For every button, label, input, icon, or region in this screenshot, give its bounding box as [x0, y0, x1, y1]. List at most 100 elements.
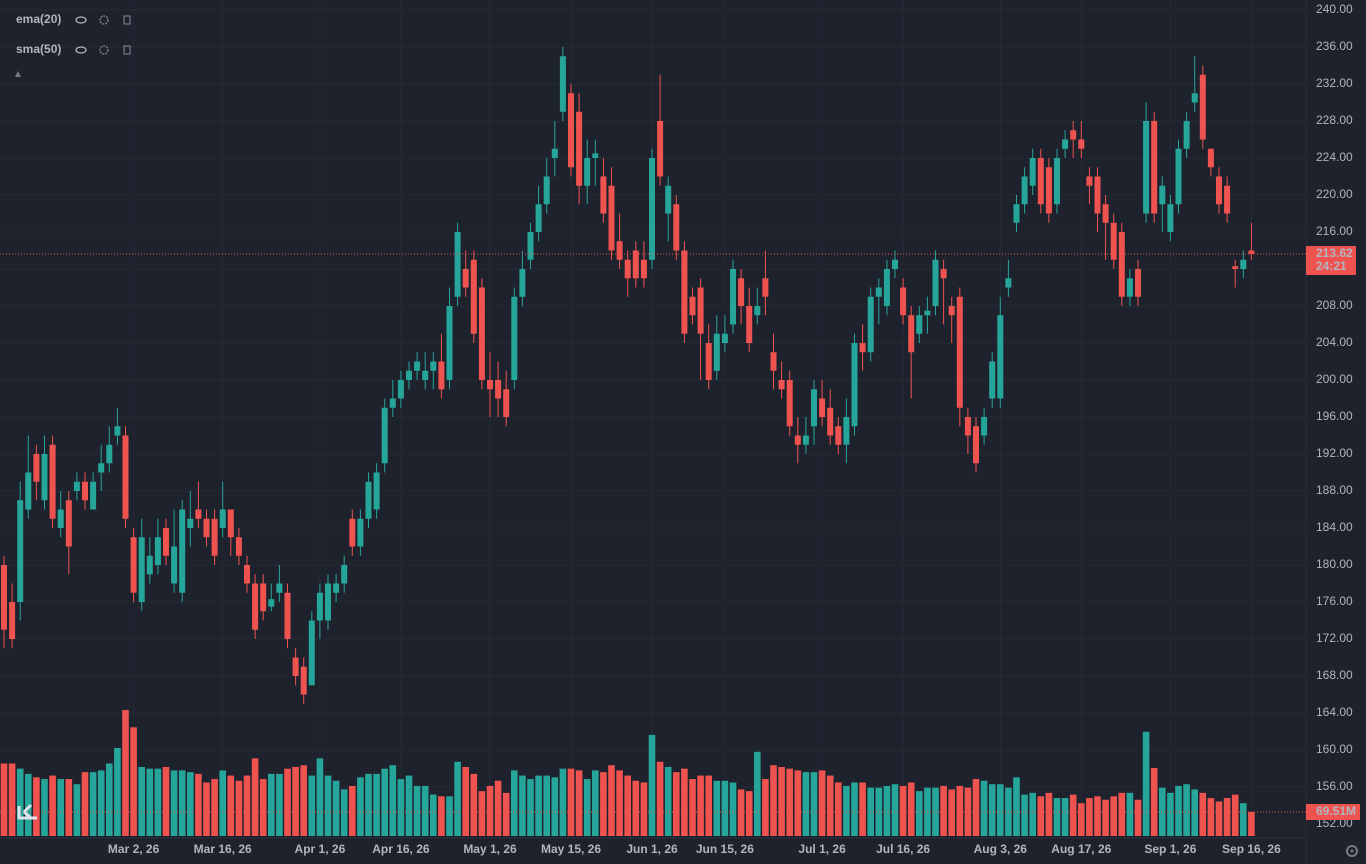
candle-body	[1191, 93, 1198, 103]
candle-body	[203, 518, 210, 538]
volume-bar	[932, 787, 939, 836]
candle-body	[1013, 204, 1020, 223]
volume-bar	[729, 782, 737, 836]
candle-body	[778, 380, 785, 390]
volume-bar	[1134, 799, 1142, 836]
volume-bar	[705, 775, 712, 836]
volume-bar	[551, 777, 559, 836]
candle-body	[414, 361, 421, 371]
volume-bar	[470, 773, 478, 836]
volume-bar	[25, 773, 32, 836]
volume-bar	[721, 780, 729, 836]
volume-bar	[1118, 792, 1126, 836]
volume-bar	[1086, 798, 1093, 836]
candle-body	[1159, 185, 1166, 205]
volume-bar	[332, 780, 340, 836]
eye-icon[interactable]	[75, 46, 87, 54]
candle-body	[82, 481, 88, 501]
candle-body	[235, 537, 242, 556]
volume-bar	[357, 777, 364, 836]
candle-body	[1086, 176, 1093, 186]
volume-bar	[535, 775, 542, 836]
volume-bar	[1150, 767, 1158, 836]
candle-body	[1232, 266, 1239, 269]
volume-bar	[802, 772, 810, 836]
volume-bar	[16, 768, 24, 836]
candle-body	[1135, 269, 1141, 297]
candle-body	[154, 537, 161, 565]
candle-body	[430, 361, 437, 371]
volume-bar	[324, 775, 332, 836]
candle-body	[632, 250, 639, 279]
candle-body	[568, 93, 574, 168]
candle-body	[244, 565, 250, 584]
candle-body	[65, 500, 72, 547]
volume-bar	[673, 772, 680, 836]
volume-bar	[997, 784, 1004, 836]
volume-bar	[373, 773, 380, 836]
trash-icon[interactable]	[123, 15, 131, 25]
candle-body	[1, 565, 7, 630]
indicator-row: ema(20)	[16, 12, 131, 26]
candle-body	[932, 259, 939, 306]
candle-body	[57, 509, 64, 528]
y-tick-label: 192.00	[1316, 446, 1353, 460]
volume-bar	[988, 784, 996, 836]
gear-icon[interactable]	[99, 15, 109, 25]
eye-icon[interactable]	[75, 16, 87, 24]
volume-bar	[980, 780, 988, 836]
indicator-name: sma(50)	[16, 42, 61, 56]
candle-body	[106, 444, 113, 464]
candle-body	[1029, 158, 1036, 186]
y-tick-label: 156.00	[1316, 779, 1353, 793]
candle-body	[592, 153, 599, 158]
candle-body	[1110, 222, 1117, 260]
candle-body	[130, 537, 137, 593]
candle-body	[195, 509, 202, 519]
candle-body	[989, 361, 996, 399]
volume-bar	[543, 775, 550, 836]
candle-body	[1070, 130, 1077, 140]
candle-body	[1005, 278, 1012, 288]
y-tick-label: 168.00	[1316, 668, 1353, 682]
volume-bar	[640, 782, 648, 836]
candle-body	[1143, 121, 1150, 214]
volume-bar	[397, 779, 405, 836]
volume-pane	[0, 710, 1255, 836]
settings-button[interactable]	[1340, 840, 1364, 862]
candle-body	[738, 278, 745, 306]
volume-bar	[1175, 785, 1182, 836]
candle-body	[308, 620, 315, 686]
volume-bar	[365, 773, 372, 836]
indicator-row: sma(50)	[16, 42, 131, 56]
volume-bar	[899, 785, 907, 836]
volume-bar	[843, 785, 850, 836]
candle-body	[786, 380, 793, 427]
volume-bar	[762, 779, 769, 836]
volume-bar	[745, 791, 753, 836]
candle-body	[349, 518, 356, 547]
candle-body	[794, 435, 801, 445]
volume-bar	[462, 766, 469, 836]
volume-bar	[754, 751, 761, 836]
volume-bar	[251, 758, 259, 836]
trash-icon[interactable]	[123, 45, 131, 55]
candle-body	[964, 417, 971, 436]
volume-bar	[227, 775, 235, 836]
candle-body	[1224, 185, 1231, 214]
candle-body	[41, 454, 48, 501]
candle-body	[892, 259, 898, 269]
gear-icon[interactable]	[99, 45, 109, 55]
volume-bar	[1167, 792, 1174, 836]
volume-bar	[381, 768, 388, 836]
candle-body	[527, 232, 534, 260]
volume-bar	[786, 768, 793, 836]
collapse-toggle[interactable]	[15, 71, 21, 77]
volume-bar	[235, 780, 243, 836]
candle-body	[819, 398, 826, 417]
volume-bar	[1207, 798, 1215, 836]
volume-bar	[1223, 798, 1231, 836]
